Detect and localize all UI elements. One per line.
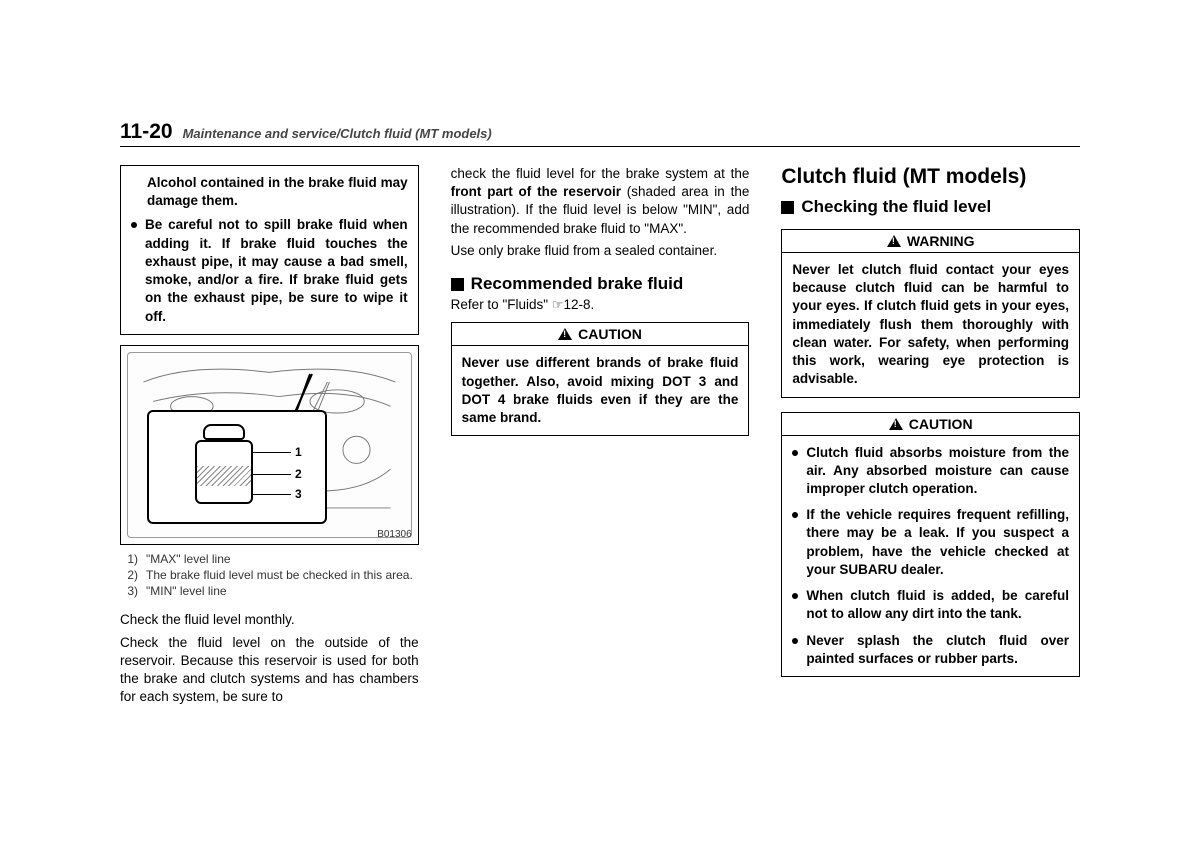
reservoir-inset: 1 2 3 xyxy=(147,410,327,524)
level-line-1 xyxy=(253,452,291,454)
legend-row: 1)"MAX" level line xyxy=(120,551,419,567)
bullet-icon xyxy=(792,638,798,644)
caution-body: Never use different brands of brake flui… xyxy=(451,346,750,436)
reservoir-cap xyxy=(203,424,245,440)
subheading-text: Checking the fluid level xyxy=(801,197,991,217)
column-1: Alcohol contained in the brake fluid may… xyxy=(120,165,419,710)
figure-label-3: 3 xyxy=(295,487,302,501)
legend-num: 2) xyxy=(120,567,146,583)
caution-item: When clutch fluid is added, be careful n… xyxy=(792,587,1069,623)
caution-list: Clutch fluid absorbs moisture from the a… xyxy=(792,444,1069,668)
caution-item: Clutch fluid absorbs moisture from the a… xyxy=(792,444,1069,499)
body-paragraph: Check the fluid level monthly. xyxy=(120,611,419,629)
legend-num: 3) xyxy=(120,583,146,599)
caution-item: If the vehicle requires frequent refilli… xyxy=(792,506,1069,579)
level-line-3 xyxy=(253,494,291,496)
bullet-icon xyxy=(792,450,798,456)
column-2: check the fluid level for the brake syst… xyxy=(451,165,750,710)
ref-part: 12-8. xyxy=(563,297,594,312)
caution-item: Never splash the clutch fluid over paint… xyxy=(792,632,1069,668)
bullet-icon xyxy=(792,593,798,599)
section-title: Clutch fluid (MT models) xyxy=(781,165,1080,189)
box-text: Alcohol contained in the brake fluid may… xyxy=(131,174,408,210)
figure-id: B01306 xyxy=(377,529,411,540)
warning-triangle-icon xyxy=(889,418,903,430)
caution-label: CAUTION xyxy=(781,412,1080,436)
figure-label-2: 2 xyxy=(295,467,302,481)
warning-triangle-icon xyxy=(558,328,572,340)
pointer-icon: ☞ xyxy=(552,297,564,312)
reservoir: 1 2 3 xyxy=(189,430,259,508)
subheading-text: Recommended brake fluid xyxy=(471,274,684,294)
bullet-icon xyxy=(792,512,798,518)
page-number: 11-20 xyxy=(120,120,173,144)
legend-text: "MIN" level line xyxy=(146,583,227,599)
page-header: 11-20 Maintenance and service/Clutch flu… xyxy=(120,120,1080,147)
warning-body: Never let clutch fluid contact your eyes… xyxy=(781,253,1080,398)
engine-figure: 1 2 3 B01306 xyxy=(120,345,419,545)
body-paragraph: Check the fluid level on the outside of … xyxy=(120,634,419,707)
column-3: Clutch fluid (MT models) Checking the fl… xyxy=(781,165,1080,710)
bold-text: front part of the reservoir xyxy=(451,184,621,199)
text-part: check the fluid level for the brake syst… xyxy=(451,166,750,181)
caution-item-text: Clutch fluid absorbs moisture from the a… xyxy=(806,444,1069,499)
caution-item-text: Never splash the clutch fluid over paint… xyxy=(806,632,1069,668)
content-columns: Alcohol contained in the brake fluid may… xyxy=(120,165,1080,710)
body-paragraph: Use only brake fluid from a sealed conta… xyxy=(451,242,750,260)
figure-legend: 1)"MAX" level line 2)The brake fluid lev… xyxy=(120,551,419,600)
legend-text: The brake fluid level must be checked in… xyxy=(146,567,413,583)
manual-page: 11-20 Maintenance and service/Clutch flu… xyxy=(0,0,1200,863)
caution-callout: CAUTION Never use different brands of br… xyxy=(451,322,750,436)
caution-callout: CAUTION Clutch fluid absorbs moisture fr… xyxy=(781,412,1080,677)
legend-num: 1) xyxy=(120,551,146,567)
warning-text: Never let clutch fluid contact your eyes… xyxy=(792,261,1069,389)
warning-callout: WARNING Never let clutch fluid contact y… xyxy=(781,229,1080,398)
box-item-text: Be careful not to spill brake fluid when… xyxy=(145,216,408,325)
figure-label-1: 1 xyxy=(295,445,302,459)
warning-box-continued: Alcohol contained in the brake fluid may… xyxy=(120,165,419,335)
level-line-2 xyxy=(253,474,291,476)
legend-row: 2)The brake fluid level must be checked … xyxy=(120,567,419,583)
caution-item-text: If the vehicle requires frequent refilli… xyxy=(806,506,1069,579)
legend-row: 3)"MIN" level line xyxy=(120,583,419,599)
caution-label-text: CAUTION xyxy=(909,416,973,432)
caution-text: Never use different brands of brake flui… xyxy=(462,354,739,427)
legend-text: "MAX" level line xyxy=(146,551,231,567)
square-bullet-icon xyxy=(451,278,464,291)
square-bullet-icon xyxy=(781,201,794,214)
ref-part: Refer to "Fluids" xyxy=(451,297,552,312)
reference-text: Refer to "Fluids" ☞12-8. xyxy=(451,296,750,314)
reservoir-shaded-area xyxy=(197,466,251,486)
box-list-item: Be careful not to spill brake fluid when… xyxy=(131,216,408,325)
caution-label: CAUTION xyxy=(451,322,750,346)
body-paragraph: check the fluid level for the brake syst… xyxy=(451,165,750,238)
subheading: Recommended brake fluid xyxy=(451,274,750,294)
header-title: Maintenance and service/Clutch fluid (MT… xyxy=(183,126,492,141)
caution-item-text: When clutch fluid is added, be careful n… xyxy=(806,587,1069,623)
warning-label-text: WARNING xyxy=(907,233,975,249)
warning-label: WARNING xyxy=(781,229,1080,253)
caution-body: Clutch fluid absorbs moisture from the a… xyxy=(781,436,1080,677)
warning-triangle-icon xyxy=(887,235,901,247)
subheading: Checking the fluid level xyxy=(781,197,1080,217)
bullet-icon xyxy=(131,222,137,228)
caution-label-text: CAUTION xyxy=(578,326,642,342)
